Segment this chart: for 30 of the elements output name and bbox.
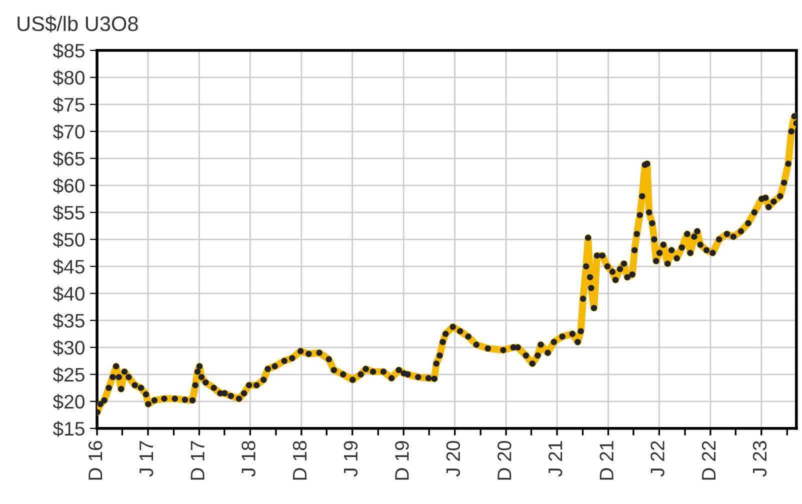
x-tick-label: J 19 [344,441,358,477]
y-tick-label: $25 [53,367,84,383]
x-tick-label: D 18 [292,441,307,480]
y-tick-label: $45 [53,259,84,275]
y-tick-label: $65 [53,151,84,167]
y-tick-label: $40 [53,286,84,302]
x-tick-label: D 17 [190,441,204,480]
y-tick-label: $85 [53,43,84,59]
x-tick-label: D 20 [498,440,512,480]
x-tick-label: D 19 [395,441,409,480]
y-tick-label: $30 [53,340,84,356]
x-tick-label: J 21 [548,441,562,477]
y-tick-label: $20 [53,394,84,410]
x-tick-label: J 18 [242,441,256,477]
y-axis-title: US$/lb U3O8 [18,16,138,32]
y-tick-label: $75 [53,97,84,113]
y-tick-label: $50 [53,232,84,248]
x-tick-label: D 22 [702,441,716,480]
x-tick-label: J 20 [446,440,460,477]
y-tick-label: $80 [53,70,84,86]
x-tick-label: J 17 [140,441,154,477]
y-tick-label: $15 [53,421,84,437]
y-tick-label: $55 [53,205,84,221]
y-tick-label: $35 [53,313,84,329]
x-tick-label: D 16 [88,441,102,480]
x-tick-label: J 22 [650,441,664,477]
y-tick-label: $60 [53,178,84,194]
x-tick-label: J 23 [752,441,767,477]
x-tick-label: D 21 [600,441,614,480]
y-tick-label: $70 [53,124,84,140]
